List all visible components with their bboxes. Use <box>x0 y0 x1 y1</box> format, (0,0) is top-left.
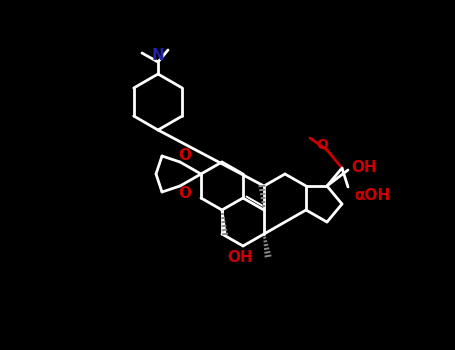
Text: O: O <box>178 147 192 162</box>
Text: O: O <box>178 186 192 201</box>
Text: OH: OH <box>227 250 253 265</box>
Text: OH: OH <box>351 160 377 175</box>
Text: O: O <box>316 138 328 152</box>
Text: αOH: αOH <box>354 188 390 203</box>
Text: N: N <box>152 48 164 63</box>
